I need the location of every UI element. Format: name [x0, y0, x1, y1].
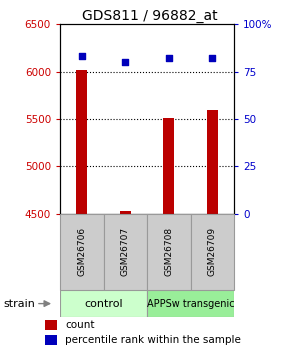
Bar — [120, 210, 131, 214]
Bar — [103, 214, 147, 290]
Point — [79, 53, 84, 59]
Text: APPSw transgenic: APPSw transgenic — [147, 299, 234, 308]
Point — [210, 56, 215, 61]
Bar — [147, 214, 190, 290]
Bar — [163, 118, 174, 214]
Bar — [207, 110, 218, 214]
Point — [166, 56, 171, 61]
Text: GSM26709: GSM26709 — [208, 227, 217, 276]
Text: control: control — [84, 299, 123, 308]
Bar — [45, 335, 57, 345]
Text: strain: strain — [3, 299, 35, 308]
Text: GSM26708: GSM26708 — [164, 227, 173, 276]
Text: GDS811 / 96882_at: GDS811 / 96882_at — [82, 9, 218, 23]
Point — [123, 59, 128, 65]
Bar — [45, 319, 57, 331]
Text: GSM26706: GSM26706 — [77, 227, 86, 276]
Bar — [60, 214, 103, 290]
Bar — [76, 70, 87, 214]
Bar — [147, 290, 234, 317]
Text: count: count — [65, 320, 95, 330]
Text: percentile rank within the sample: percentile rank within the sample — [65, 335, 241, 345]
Bar — [60, 290, 147, 317]
Text: GSM26707: GSM26707 — [121, 227, 130, 276]
Bar — [190, 214, 234, 290]
